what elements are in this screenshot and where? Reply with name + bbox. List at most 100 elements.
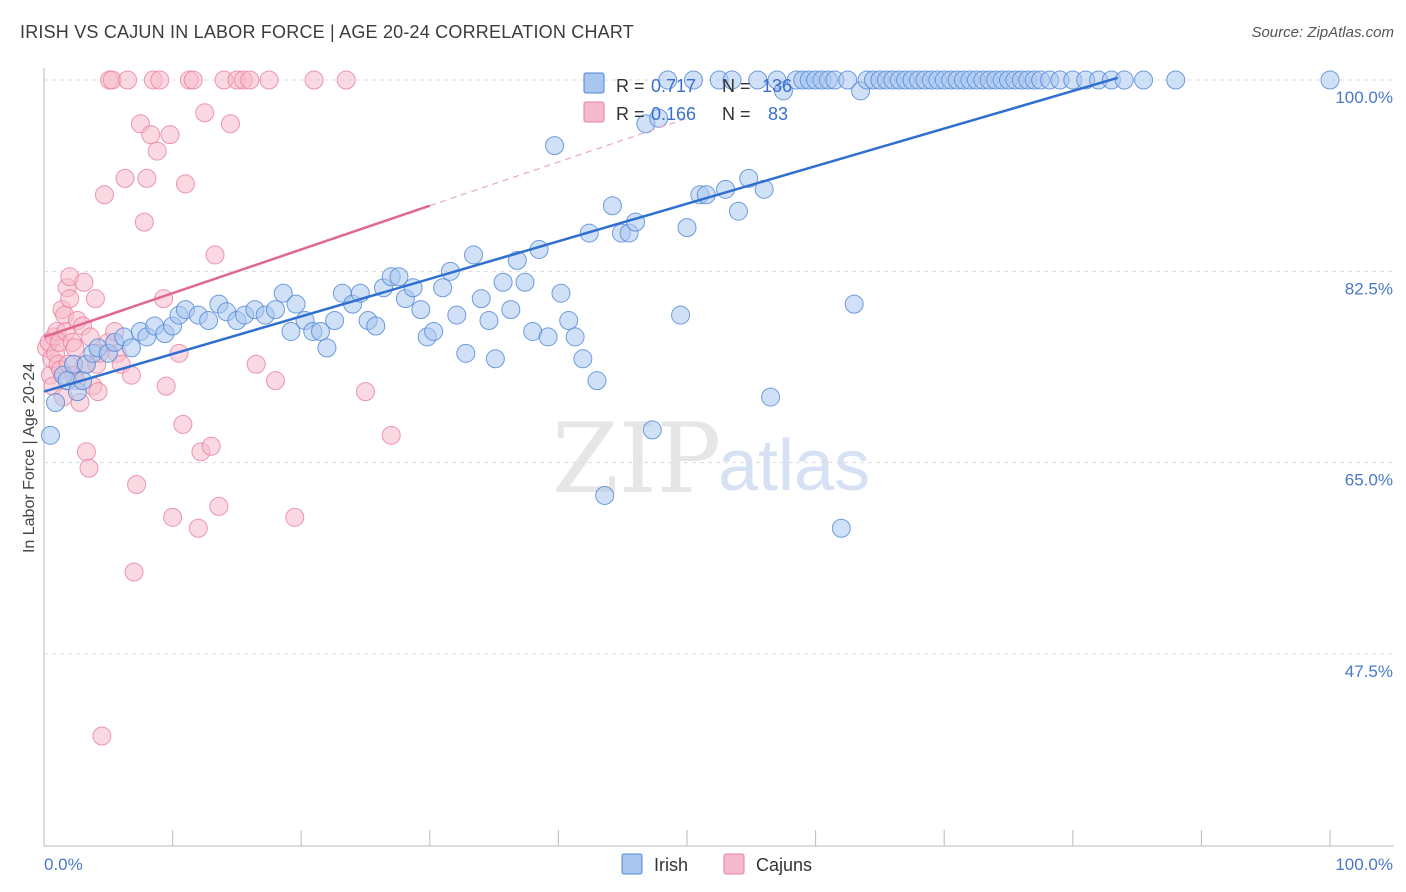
gridlines (44, 79, 1394, 655)
irish-point (748, 70, 768, 90)
irish-point (658, 70, 678, 90)
cajun-point (137, 168, 157, 188)
irish-point (538, 327, 558, 347)
irish-point (433, 278, 453, 298)
irish-point (286, 294, 306, 314)
cajun-point (65, 338, 85, 358)
cajun-bottom-swatch (723, 853, 745, 875)
cajun-point (381, 425, 401, 445)
chart-title: IRISH VS CAJUN IN LABOR FORCE | AGE 20-2… (20, 22, 634, 42)
y-tick-label: 47.5% (1345, 662, 1393, 681)
cajun-point (183, 70, 203, 90)
watermark-atlas: atlas (718, 426, 870, 506)
cajun-point (336, 70, 356, 90)
irish-point (310, 321, 330, 341)
irish-point (411, 300, 431, 320)
irish-n-value: 136 (762, 76, 792, 96)
irish-point (722, 70, 742, 90)
cajun-n-label: N = (722, 104, 751, 124)
irish-point (838, 70, 858, 90)
irish-legend-label: Irish (654, 855, 688, 875)
cajun-r-value: 0.166 (651, 104, 696, 124)
cajun-point (240, 70, 260, 90)
cajun-point (160, 125, 180, 145)
y-tick-label: 65.0% (1345, 471, 1393, 490)
cajun-trendline (43, 204, 431, 339)
cajun-point (356, 382, 375, 402)
cajun-points (37, 70, 401, 746)
irish-point (728, 201, 748, 221)
irish-r-label: R = (616, 76, 645, 96)
cajun-point (85, 289, 105, 309)
cajun-point (115, 168, 135, 188)
irish-point (366, 316, 386, 336)
cajun-point (88, 382, 108, 402)
cajun-point (285, 507, 305, 527)
irish-n-label: N = (722, 76, 751, 96)
x-tick-label: 100.0% (1335, 855, 1393, 874)
irish-point (677, 218, 697, 238)
cajun-point (246, 354, 266, 374)
x-tick-labels: 0.0% 100.0% (44, 855, 1393, 874)
irish-point (602, 196, 622, 216)
irish-point (456, 343, 476, 363)
irish-point (485, 349, 505, 369)
irish-point (265, 300, 285, 320)
irish-point (831, 518, 851, 538)
irish-point (773, 81, 793, 101)
cajun-legend-label: Cajuns (756, 855, 812, 875)
irish-point (1166, 70, 1186, 90)
irish-point (501, 300, 521, 320)
cajun-point (147, 141, 167, 161)
irish-point (40, 425, 60, 445)
y-tick-label: 82.5% (1345, 279, 1393, 298)
irish-point (479, 311, 499, 331)
y-tick-label: 100.0% (1335, 88, 1393, 107)
irish-point (559, 311, 579, 331)
cajun-point (205, 245, 225, 265)
irish-point (649, 108, 669, 128)
irish-trendline (43, 76, 1119, 393)
irish-r-value: 0.717 (651, 76, 696, 96)
cajun-point (195, 103, 215, 123)
cajun-point (127, 475, 147, 495)
x-tick-label: 0.0% (44, 855, 83, 874)
irish-point (281, 321, 301, 341)
cajun-n-value: 83 (768, 104, 788, 124)
irish-point (424, 321, 444, 341)
series-legend: Irish Cajuns (621, 853, 812, 875)
cajun-point (150, 70, 170, 90)
cajun-point (156, 376, 176, 396)
cajun-point (201, 436, 221, 456)
irish-point (199, 311, 219, 331)
irish-point (573, 349, 593, 369)
irish-point (761, 387, 781, 407)
irish-point (739, 168, 759, 188)
irish-point (595, 485, 615, 505)
irish-point (565, 327, 585, 347)
cajun-point (134, 212, 154, 232)
cajun-point (92, 726, 112, 746)
stats-legend: R = 0.717 N = 136 R = 0.166 N = 83 (583, 72, 792, 124)
cajun-point (76, 442, 96, 462)
irish-point (683, 70, 703, 90)
irish-point (325, 311, 345, 331)
cajun-point (175, 174, 195, 194)
y-tick-labels: 100.0% 82.5% 65.0% 47.5% (1335, 88, 1393, 681)
cajun-point (60, 289, 80, 309)
irish-point (273, 283, 293, 303)
cajun-point (209, 496, 229, 516)
irish-point (389, 267, 409, 287)
watermark-zip: ZIP (552, 403, 721, 515)
cajun-r-label: R = (616, 104, 645, 124)
x-axis-ticks (43, 830, 1331, 846)
irish-point (515, 272, 535, 292)
cajun-point (265, 371, 285, 391)
cajun-trendline-extension (429, 117, 688, 207)
irish-point (471, 289, 491, 309)
irish-point (447, 305, 467, 325)
irish-point (46, 393, 66, 413)
irish-point (1114, 70, 1134, 90)
irish-point (464, 245, 484, 265)
